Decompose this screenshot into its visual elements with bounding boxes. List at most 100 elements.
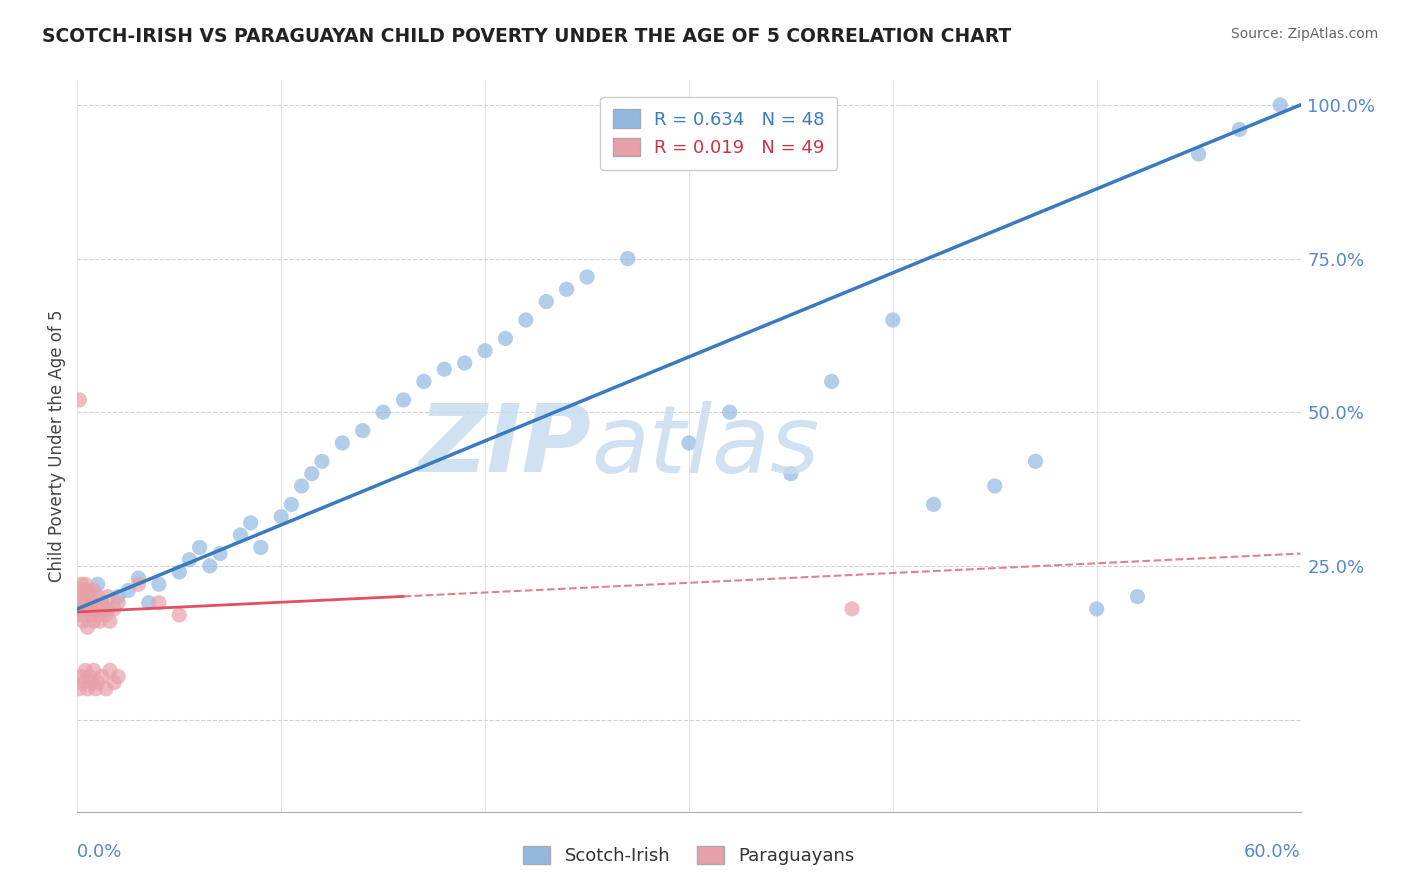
Point [93, 602, 115, 616]
Text: 60.0%: 60.0% [1244, 843, 1301, 861]
Point [90, 596, 112, 610]
Point [555, 282, 578, 296]
Point [188, 541, 211, 555]
Point [80, 607, 103, 622]
Point [678, 436, 700, 450]
Point [67, 392, 90, 407]
Point [80, 675, 103, 690]
Point [576, 270, 599, 285]
Point [371, 405, 394, 419]
Point [97, 590, 120, 604]
Text: ZIP: ZIP [418, 400, 591, 492]
Point [821, 375, 844, 389]
Point [239, 516, 262, 530]
Point [76, 681, 98, 696]
Point [332, 436, 354, 450]
Point [107, 596, 129, 610]
Point [128, 577, 150, 591]
Point [84, 602, 107, 616]
Point [1126, 590, 1149, 604]
Point [72, 614, 94, 628]
Point [882, 313, 904, 327]
Point [536, 294, 558, 309]
Point [209, 547, 232, 561]
Point [94, 681, 117, 696]
Point [67, 590, 90, 604]
Point [103, 602, 125, 616]
Point [148, 577, 170, 591]
Point [98, 664, 121, 678]
Point [75, 577, 97, 591]
Point [250, 541, 273, 555]
Point [433, 362, 456, 376]
Point [280, 497, 302, 511]
Point [128, 571, 150, 585]
Text: Source: ZipAtlas.com: Source: ZipAtlas.com [1230, 27, 1378, 41]
Point [1025, 454, 1047, 468]
Point [229, 528, 252, 542]
Point [75, 590, 97, 604]
Point [83, 614, 105, 628]
Point [311, 454, 333, 468]
Point [198, 558, 221, 573]
Point [87, 675, 110, 690]
Point [413, 375, 436, 389]
Point [984, 479, 1007, 493]
Text: atlas: atlas [591, 401, 820, 491]
Point [617, 252, 640, 266]
Point [117, 583, 139, 598]
Point [72, 675, 94, 690]
Point [76, 596, 98, 610]
Point [72, 602, 94, 616]
Y-axis label: Child Poverty Under the Age of 5: Child Poverty Under the Age of 5 [48, 310, 66, 582]
Point [94, 607, 117, 622]
Point [1229, 122, 1251, 136]
Point [301, 467, 323, 481]
Point [70, 596, 93, 610]
Point [291, 479, 314, 493]
Point [780, 467, 803, 481]
Point [107, 669, 129, 683]
Point [1188, 147, 1211, 161]
Point [67, 681, 90, 696]
Point [76, 620, 98, 634]
Point [83, 583, 105, 598]
Point [97, 602, 120, 616]
Point [75, 664, 97, 678]
Point [70, 577, 93, 591]
Point [79, 602, 101, 616]
Point [148, 596, 170, 610]
Point [495, 331, 517, 345]
Point [169, 565, 191, 579]
Point [169, 607, 191, 622]
Text: SCOTCH-IRISH VS PARAGUAYAN CHILD POVERTY UNDER THE AGE OF 5 CORRELATION CHART: SCOTCH-IRISH VS PARAGUAYAN CHILD POVERTY… [42, 27, 1011, 45]
Point [84, 681, 107, 696]
Point [70, 607, 93, 622]
Point [76, 596, 98, 610]
Point [67, 602, 90, 616]
Point [87, 607, 110, 622]
Point [922, 497, 945, 511]
Point [718, 405, 741, 419]
Point [70, 669, 93, 683]
Text: 0.0%: 0.0% [77, 843, 122, 861]
Point [515, 313, 537, 327]
Point [98, 614, 121, 628]
Point [107, 590, 129, 604]
Point [270, 509, 292, 524]
Point [76, 583, 98, 598]
Point [474, 343, 496, 358]
Point [79, 590, 101, 604]
Point [87, 590, 110, 604]
Legend: Scotch-Irish, Paraguayans: Scotch-Irish, Paraguayans [516, 838, 862, 872]
Point [179, 552, 201, 566]
Point [90, 669, 112, 683]
Point [138, 596, 160, 610]
Point [1085, 602, 1108, 616]
Point [87, 577, 110, 591]
Point [83, 664, 105, 678]
Point [352, 424, 374, 438]
Point [79, 669, 101, 683]
Point [89, 614, 111, 628]
Point [72, 583, 94, 598]
